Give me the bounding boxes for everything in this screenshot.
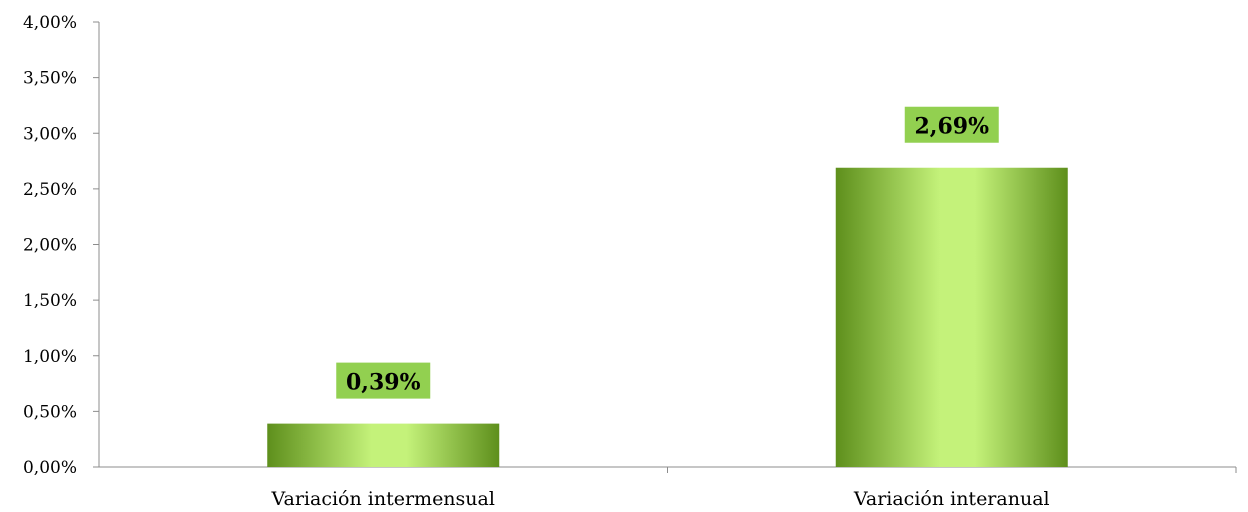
y-tick-label: 2,50% xyxy=(23,180,77,200)
y-tick-label: 3,50% xyxy=(23,69,77,89)
axes: 0,00% 0,50% 1,00% 1,50% 2,00% 2,50% 3,00% 3,50%… xyxy=(23,13,1237,478)
y-tick-label: 0,00% xyxy=(23,458,77,478)
labels: Variación intermensual 0,39% Variación int… xyxy=(271,106,1050,510)
data-label-background xyxy=(336,362,431,399)
bar xyxy=(835,167,1068,468)
y-tick-label: 1,00% xyxy=(23,347,77,367)
y-tick-label: 2,00% xyxy=(23,236,77,256)
y-tick-label: 1,50% xyxy=(23,291,77,311)
data-label: 0,39% xyxy=(346,370,421,396)
y-tick-label: 3,00% xyxy=(23,124,77,144)
bars xyxy=(267,167,1068,468)
bar xyxy=(267,423,500,467)
y-tick-label: 0,50% xyxy=(23,402,77,422)
data-label: 2,69% xyxy=(915,114,990,140)
x-tick-label: Variación interanual xyxy=(853,488,1050,510)
x-tick-label: Variación intermensual xyxy=(271,488,495,510)
y-tick-label: 4,00% xyxy=(23,13,77,33)
data-label-background xyxy=(904,106,999,143)
